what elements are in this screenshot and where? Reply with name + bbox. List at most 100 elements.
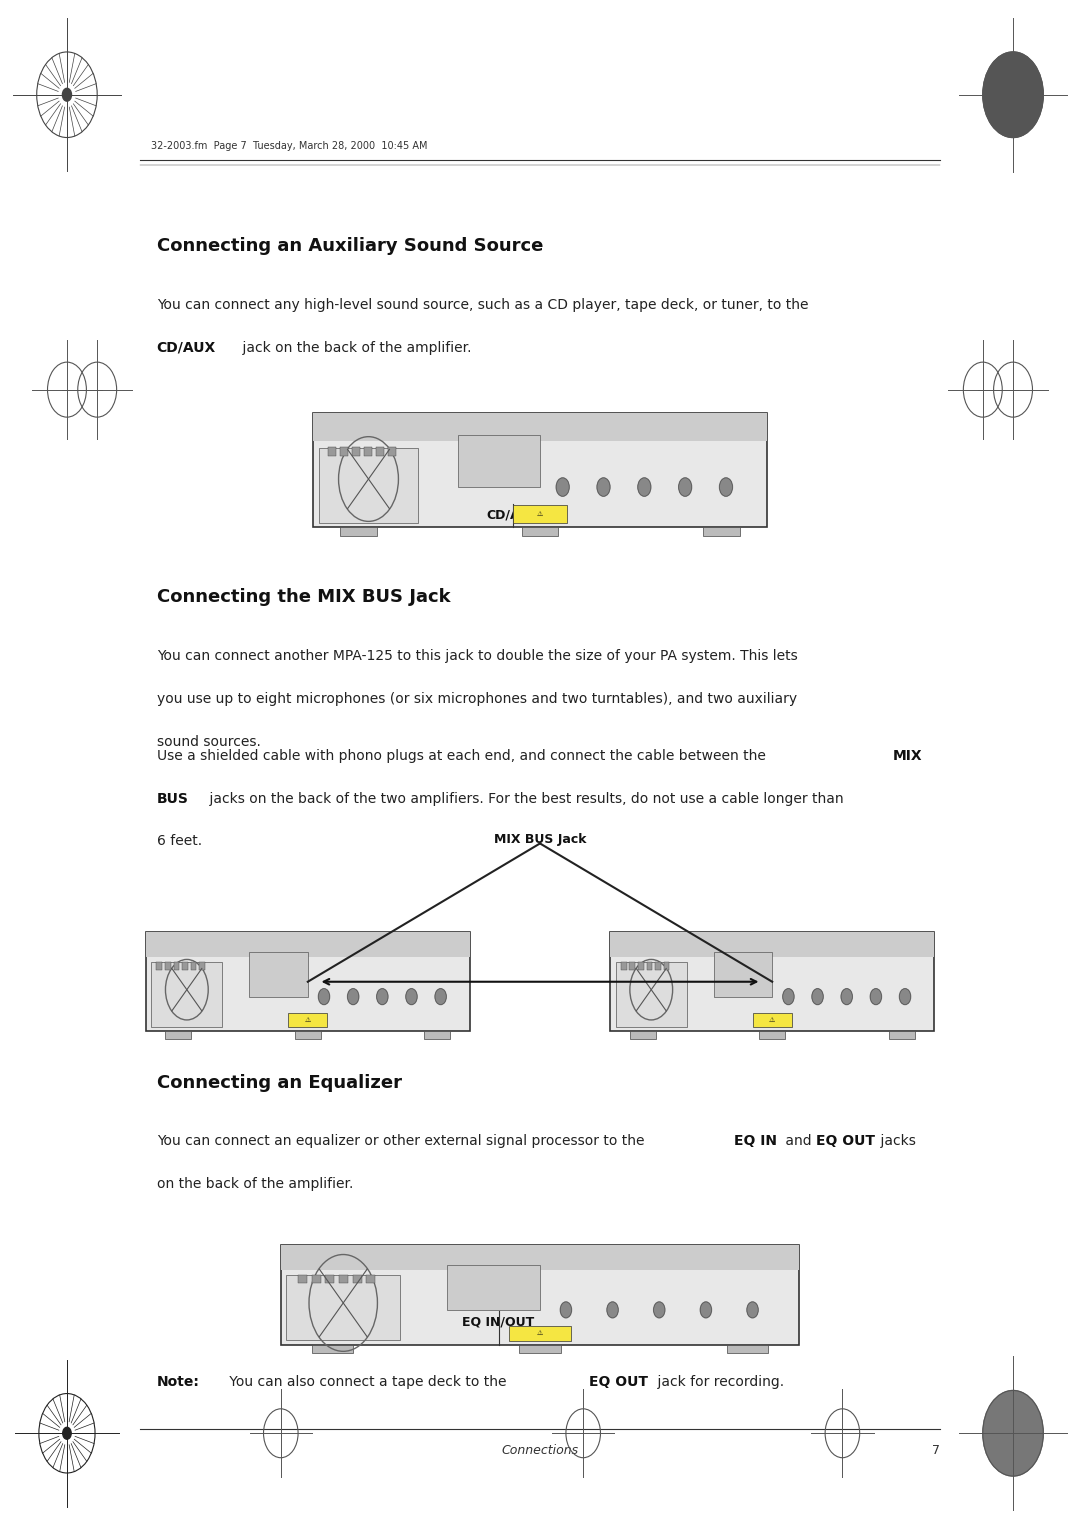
Text: jacks: jacks — [876, 1134, 916, 1148]
Text: Connecting the MIX BUS Jack: Connecting the MIX BUS Jack — [157, 588, 450, 607]
FancyBboxPatch shape — [352, 446, 360, 457]
FancyBboxPatch shape — [339, 1274, 348, 1284]
FancyBboxPatch shape — [295, 1031, 321, 1039]
Text: EQ IN/OUT: EQ IN/OUT — [462, 1316, 535, 1329]
Text: 32-2003.fm  Page 7  Tuesday, March 28, 2000  10:45 AM: 32-2003.fm Page 7 Tuesday, March 28, 200… — [151, 141, 428, 151]
FancyBboxPatch shape — [312, 1345, 353, 1352]
FancyBboxPatch shape — [630, 963, 635, 970]
FancyBboxPatch shape — [714, 952, 772, 996]
FancyBboxPatch shape — [298, 1274, 307, 1284]
FancyBboxPatch shape — [759, 1031, 785, 1039]
FancyBboxPatch shape — [146, 932, 470, 1031]
Circle shape — [983, 1390, 1043, 1476]
FancyBboxPatch shape — [328, 446, 336, 457]
Circle shape — [870, 989, 881, 1004]
Circle shape — [841, 989, 852, 1004]
FancyBboxPatch shape — [610, 932, 934, 1031]
Text: 7: 7 — [932, 1444, 940, 1458]
Text: You can connect any high-level sound source, such as a CD player, tape deck, or : You can connect any high-level sound sou… — [157, 298, 808, 312]
FancyBboxPatch shape — [340, 527, 377, 536]
FancyBboxPatch shape — [325, 1274, 335, 1284]
Circle shape — [597, 478, 610, 497]
FancyBboxPatch shape — [753, 1013, 792, 1027]
Circle shape — [63, 1427, 71, 1439]
Circle shape — [638, 478, 651, 497]
FancyBboxPatch shape — [281, 1245, 799, 1345]
Text: Use a shielded cable with phono plugs at each end, and connect the cable between: Use a shielded cable with phono plugs at… — [157, 749, 770, 762]
Text: MIX BUS Jack: MIX BUS Jack — [494, 833, 586, 847]
FancyBboxPatch shape — [656, 963, 661, 970]
Text: You can connect another MPA-125 to this jack to double the size of your PA syste: You can connect another MPA-125 to this … — [157, 649, 797, 663]
FancyBboxPatch shape — [313, 413, 767, 527]
Text: Connecting an Auxiliary Sound Source: Connecting an Auxiliary Sound Source — [157, 237, 543, 255]
FancyBboxPatch shape — [638, 963, 644, 970]
Text: ⚠: ⚠ — [537, 1331, 543, 1335]
FancyBboxPatch shape — [165, 963, 171, 970]
Circle shape — [377, 989, 388, 1004]
FancyBboxPatch shape — [366, 1274, 376, 1284]
Text: jacks on the back of the two amplifiers. For the best results, do not use a cabl: jacks on the back of the two amplifiers.… — [205, 792, 843, 805]
Circle shape — [406, 989, 417, 1004]
Circle shape — [983, 52, 1043, 138]
FancyBboxPatch shape — [174, 963, 179, 970]
Text: Note:: Note: — [157, 1375, 200, 1389]
FancyBboxPatch shape — [281, 1245, 799, 1270]
FancyBboxPatch shape — [703, 527, 740, 536]
Circle shape — [700, 1302, 712, 1317]
FancyBboxPatch shape — [513, 506, 567, 523]
FancyBboxPatch shape — [286, 1276, 401, 1340]
FancyBboxPatch shape — [630, 1031, 656, 1039]
FancyBboxPatch shape — [199, 963, 205, 970]
Circle shape — [607, 1302, 618, 1317]
FancyBboxPatch shape — [522, 527, 558, 536]
FancyBboxPatch shape — [191, 963, 197, 970]
Text: on the back of the amplifier.: on the back of the amplifier. — [157, 1177, 353, 1190]
FancyBboxPatch shape — [312, 1274, 321, 1284]
Text: EQ OUT: EQ OUT — [589, 1375, 648, 1389]
Circle shape — [63, 89, 71, 101]
FancyBboxPatch shape — [509, 1326, 571, 1340]
FancyBboxPatch shape — [157, 963, 162, 970]
FancyBboxPatch shape — [458, 435, 540, 487]
FancyBboxPatch shape — [519, 1345, 561, 1352]
Circle shape — [678, 478, 691, 497]
Circle shape — [556, 478, 569, 497]
Text: ⚠: ⚠ — [769, 1018, 775, 1022]
Text: 6 feet.: 6 feet. — [157, 834, 202, 848]
FancyBboxPatch shape — [165, 1031, 191, 1039]
Text: jack for recording.: jack for recording. — [653, 1375, 784, 1389]
Text: EQ IN: EQ IN — [734, 1134, 778, 1148]
Text: you use up to eight microphones (or six microphones and two turntables), and two: you use up to eight microphones (or six … — [157, 692, 797, 706]
FancyBboxPatch shape — [663, 963, 670, 970]
FancyBboxPatch shape — [376, 446, 384, 457]
FancyBboxPatch shape — [249, 952, 308, 996]
Text: ⚠: ⚠ — [537, 510, 543, 516]
Circle shape — [561, 1302, 571, 1317]
Circle shape — [812, 989, 823, 1004]
Text: Connections: Connections — [501, 1444, 579, 1458]
Text: You can connect an equalizer or other external signal processor to the: You can connect an equalizer or other ex… — [157, 1134, 648, 1148]
Text: ⚠: ⚠ — [305, 1018, 311, 1022]
Text: jack on the back of the amplifier.: jack on the back of the amplifier. — [238, 341, 471, 354]
FancyBboxPatch shape — [388, 446, 396, 457]
FancyBboxPatch shape — [183, 963, 188, 970]
FancyBboxPatch shape — [647, 963, 652, 970]
Circle shape — [783, 989, 794, 1004]
Circle shape — [900, 989, 910, 1004]
FancyBboxPatch shape — [151, 963, 222, 1027]
Circle shape — [653, 1302, 665, 1317]
Text: and: and — [781, 1134, 815, 1148]
Circle shape — [747, 1302, 758, 1317]
FancyBboxPatch shape — [424, 1031, 450, 1039]
FancyBboxPatch shape — [353, 1274, 362, 1284]
Text: BUS: BUS — [157, 792, 189, 805]
FancyBboxPatch shape — [889, 1031, 915, 1039]
Circle shape — [719, 478, 732, 497]
Circle shape — [319, 989, 329, 1004]
Text: sound sources.: sound sources. — [157, 735, 260, 749]
FancyBboxPatch shape — [313, 413, 767, 442]
FancyBboxPatch shape — [616, 963, 687, 1027]
FancyBboxPatch shape — [727, 1345, 768, 1352]
FancyBboxPatch shape — [146, 932, 470, 957]
Text: Connecting an Equalizer: Connecting an Equalizer — [157, 1074, 402, 1093]
